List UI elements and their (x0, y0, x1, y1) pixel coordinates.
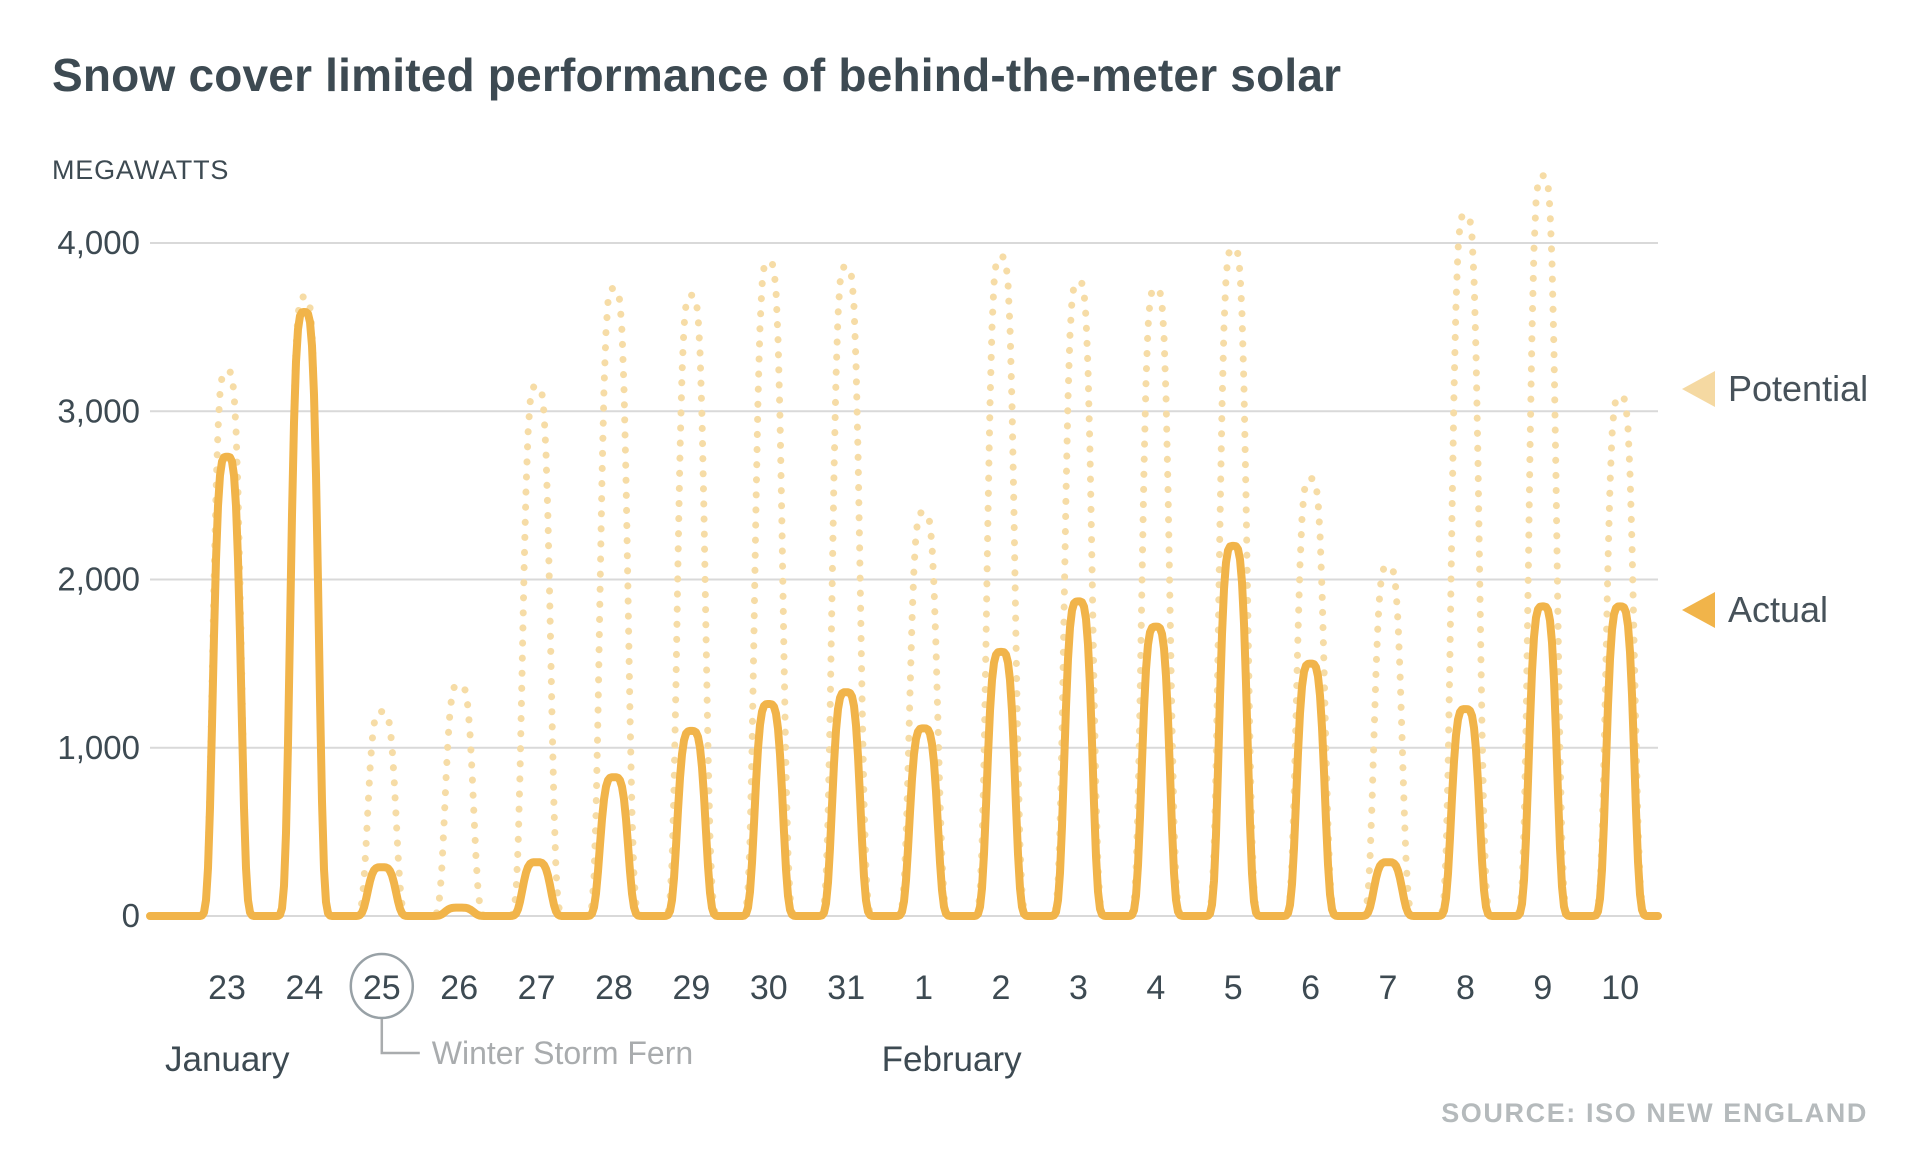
chart-title: Snow cover limited performance of behind… (52, 49, 1342, 101)
x-tick-label: 29 (672, 969, 710, 1007)
x-tick-label: 28 (595, 969, 633, 1007)
annotation-circle (349, 952, 415, 1020)
x-tick-label: 3 (1069, 969, 1088, 1007)
x-tick-label: 9 (1533, 969, 1552, 1007)
y-tick-label: 3,000 (57, 392, 140, 429)
x-tick-label: 30 (750, 969, 788, 1007)
legend-item-actual: Actual (1682, 589, 1828, 631)
source-credit: SOURCE: ISO NEW ENGLAND (1441, 1098, 1868, 1128)
month-label: February (882, 1040, 1023, 1079)
x-tick-label: 7 (1379, 969, 1398, 1007)
x-tick-label: 25 (363, 969, 401, 1007)
y-tick-label: 2,000 (57, 561, 140, 598)
actual-triangle-icon (1682, 592, 1715, 628)
x-tick-label: 31 (827, 969, 865, 1007)
legend-item-potential: Potential (1682, 368, 1868, 410)
annotation-leader-line (380, 1019, 420, 1055)
potential-curve (146, 172, 1662, 920)
y-tick-label: 1,000 (57, 729, 140, 766)
x-tick-label: 8 (1456, 969, 1475, 1007)
x-tick-label: 26 (440, 969, 478, 1007)
x-tick-label: 23 (208, 969, 246, 1007)
annotation-label: Winter Storm Fern (432, 1035, 693, 1071)
y-axis-unit-label: MEGAWATTS (52, 155, 230, 185)
x-tick-label: 6 (1301, 969, 1320, 1007)
x-tick-label: 5 (1224, 969, 1243, 1007)
legend-label-actual: Actual (1728, 589, 1829, 630)
month-label: January (165, 1040, 290, 1079)
x-tick-label: 10 (1601, 969, 1639, 1007)
x-tick-label: 4 (1146, 969, 1165, 1007)
y-tick-label: 4,000 (57, 224, 140, 261)
potential-triangle-icon (1682, 371, 1715, 407)
y-tick-label: 0 (122, 897, 140, 934)
x-tick-label: 2 (992, 969, 1011, 1007)
x-tick-label: 24 (285, 969, 323, 1007)
actual-curve (146, 308, 1662, 920)
x-tick-label: 27 (518, 969, 556, 1007)
legend-label-potential: Potential (1728, 368, 1869, 409)
x-tick-label: 1 (914, 969, 933, 1007)
